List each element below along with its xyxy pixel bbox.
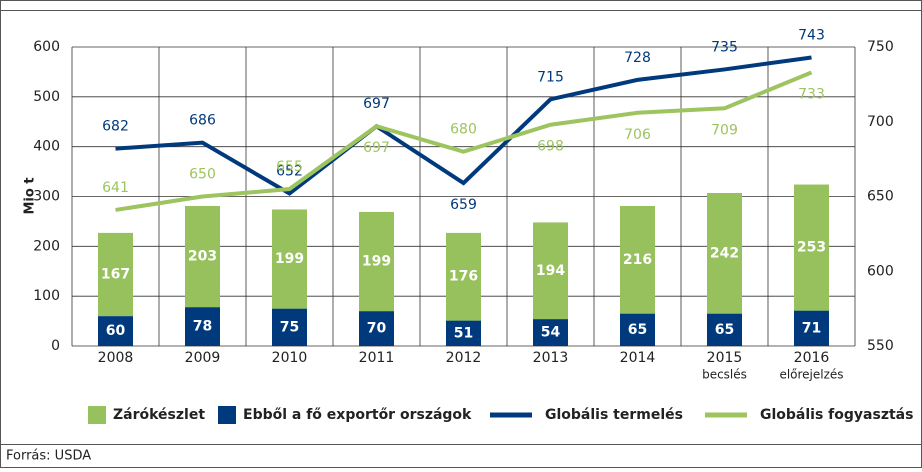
- line-label: 715: [537, 69, 564, 85]
- line-label: 641: [102, 180, 129, 196]
- line-series: [115, 55, 812, 196]
- x-tick-label: 2013: [533, 350, 569, 366]
- bar-segment: [272, 209, 307, 309]
- bar-segment: [707, 193, 742, 314]
- line-label: 650: [189, 167, 216, 183]
- bar-segment: [533, 222, 568, 320]
- x-tick-label: 2009: [185, 350, 221, 366]
- bar-segment: [272, 308, 307, 346]
- source: Forrás: USDA: [6, 449, 91, 464]
- line-series: [115, 70, 813, 212]
- y2-tick-label: 550: [867, 338, 894, 354]
- line-label: 659: [450, 197, 477, 213]
- legend-swatch: [88, 406, 106, 424]
- bar-segment: [794, 184, 829, 311]
- bar-label: 65: [715, 322, 734, 338]
- x-tick-label: 2015: [707, 350, 743, 366]
- bar-segment: [359, 211, 394, 312]
- y-tick-label: 400: [33, 139, 60, 155]
- line-label: 682: [102, 119, 129, 135]
- y2-tick-label: 650: [867, 189, 894, 205]
- x-tick-label: 2011: [359, 350, 395, 366]
- bar-label: 51: [454, 325, 473, 341]
- line-label: 728: [624, 50, 651, 66]
- bar-label: 71: [802, 320, 821, 336]
- y-tick-label: 600: [33, 39, 60, 55]
- bar-segment: [533, 319, 568, 346]
- bar-label: 65: [628, 322, 647, 338]
- bar-segment: [620, 205, 655, 314]
- x-tick-label: 2010: [272, 350, 308, 366]
- line-label: 743: [798, 27, 825, 43]
- bar-label: 199: [362, 254, 391, 270]
- bar-segment: [359, 311, 394, 346]
- y-tick-label: 300: [33, 189, 60, 205]
- line-label: 680: [450, 122, 477, 138]
- bar-segment: [98, 232, 133, 317]
- y-tick-label: 500: [33, 89, 60, 105]
- x-tick-label: 2012: [446, 350, 482, 366]
- line-label: 652: [276, 164, 303, 180]
- line-label: 686: [189, 113, 216, 129]
- y2-tick-label: 700: [867, 114, 894, 130]
- y-axis-title: Mio t: [23, 177, 38, 214]
- line-label: 735: [711, 39, 738, 55]
- bar-label: 203: [188, 249, 217, 265]
- bar-label: 199: [275, 251, 304, 267]
- bar-label: 75: [280, 319, 299, 335]
- bar-label: 253: [797, 240, 826, 256]
- bar-label: 176: [449, 269, 478, 285]
- bar-segment: [185, 205, 220, 308]
- bar-label: 194: [536, 263, 565, 279]
- bar-label: 54: [541, 325, 561, 341]
- x-tick-note: becslés: [702, 368, 747, 382]
- bar-segment: [794, 310, 829, 346]
- y-tick-label: 200: [33, 238, 60, 254]
- bar-label: 60: [106, 323, 126, 339]
- bar-segment: [620, 313, 655, 346]
- x-tick-note: előrejelzés: [779, 368, 843, 382]
- bar-label: 216: [623, 252, 652, 268]
- y2-tick-label: 750: [867, 39, 894, 55]
- legend-label: Zárókészlet: [113, 407, 205, 423]
- bar-label: 167: [101, 266, 130, 282]
- x-tick-label: 2008: [98, 350, 134, 366]
- x-tick-label: 2016: [794, 350, 830, 366]
- line-label: 697: [363, 140, 390, 156]
- bar-segment: [446, 320, 481, 346]
- line-label: 655: [276, 159, 303, 175]
- y2-tick-label: 600: [867, 263, 894, 279]
- line-label: 698: [537, 139, 564, 155]
- y-tick-label: 0: [51, 338, 60, 354]
- legend-label: Globális fogyasztás: [760, 407, 913, 423]
- line-label: 697: [363, 96, 390, 112]
- y-tick-label: 100: [33, 288, 60, 304]
- bar-label: 242: [710, 245, 739, 261]
- line-label: 706: [624, 127, 651, 143]
- x-tick-label: 2014: [620, 350, 656, 366]
- legend-swatch: [218, 406, 236, 424]
- bar-segment: [185, 307, 220, 346]
- bar-label: 70: [367, 321, 387, 337]
- line-label: 709: [711, 122, 738, 138]
- bar-label: 78: [193, 319, 212, 335]
- legend-label: Ebből a fő exportőr országok: [243, 407, 472, 423]
- legend-label: Globális termelés: [545, 407, 683, 423]
- bar-segment: [98, 316, 133, 346]
- bar-segment: [707, 313, 742, 346]
- line-label: 733: [798, 86, 825, 102]
- bar-segment: [446, 232, 481, 321]
